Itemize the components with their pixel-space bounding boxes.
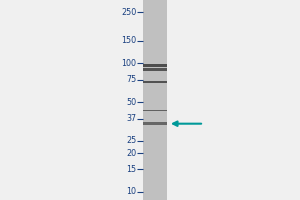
Text: 150: 150 <box>122 36 136 45</box>
Bar <box>142 0 167 200</box>
Text: 250: 250 <box>121 8 136 17</box>
Text: 100: 100 <box>122 59 136 68</box>
Bar <box>142 110 167 111</box>
Text: 15: 15 <box>126 165 136 174</box>
Bar <box>142 64 167 67</box>
Bar <box>142 68 167 71</box>
Text: 25: 25 <box>126 136 136 145</box>
Text: 10: 10 <box>127 188 136 196</box>
Text: 50: 50 <box>126 98 136 107</box>
Bar <box>142 122 167 125</box>
Text: 37: 37 <box>126 114 136 123</box>
Text: 20: 20 <box>126 149 136 158</box>
Text: 75: 75 <box>126 75 136 84</box>
Bar <box>142 81 167 83</box>
